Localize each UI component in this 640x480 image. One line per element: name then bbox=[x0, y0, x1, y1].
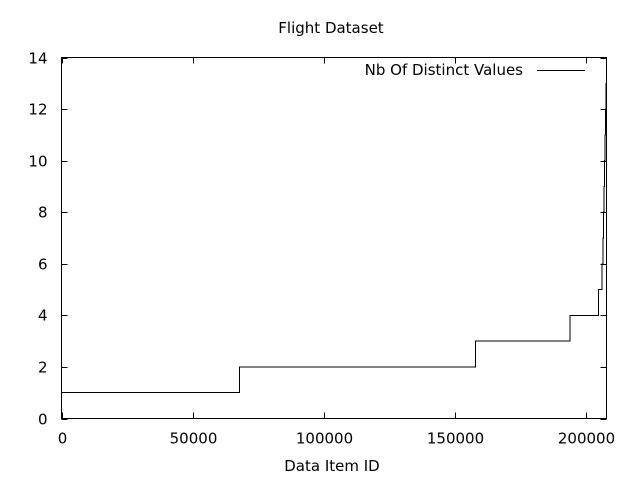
y-tick-label: 6 bbox=[38, 256, 48, 274]
x-tick-label: 50000 bbox=[170, 430, 218, 448]
legend: Nb Of Distinct Values bbox=[365, 61, 585, 79]
y-tick-label: 2 bbox=[38, 359, 48, 377]
y-tick-label: 12 bbox=[28, 101, 47, 119]
plot-frame bbox=[61, 57, 607, 419]
y-tick-label: 0 bbox=[38, 411, 48, 429]
x-axis-label: Data Item ID bbox=[284, 457, 379, 475]
chart-title: Flight Dataset bbox=[278, 19, 383, 37]
y-tick-label: 8 bbox=[38, 204, 48, 222]
y-tick-label: 4 bbox=[38, 307, 48, 325]
y-tick-label: 10 bbox=[28, 153, 47, 171]
x-tick-label: 100000 bbox=[296, 430, 353, 448]
legend-label: Nb Of Distinct Values bbox=[365, 61, 524, 79]
y-tick-label: 14 bbox=[28, 50, 47, 68]
x-tick-label: 0 bbox=[58, 430, 68, 448]
series-line bbox=[61, 82, 607, 394]
x-tick-label: 150000 bbox=[427, 430, 484, 448]
x-tick-label: 200000 bbox=[558, 430, 615, 448]
axis-tick-labels: 0 50000 100000 150000 200000 0 2 4 6 8 10 12 14 bbox=[28, 50, 615, 448]
axis-ticks bbox=[61, 57, 607, 420]
